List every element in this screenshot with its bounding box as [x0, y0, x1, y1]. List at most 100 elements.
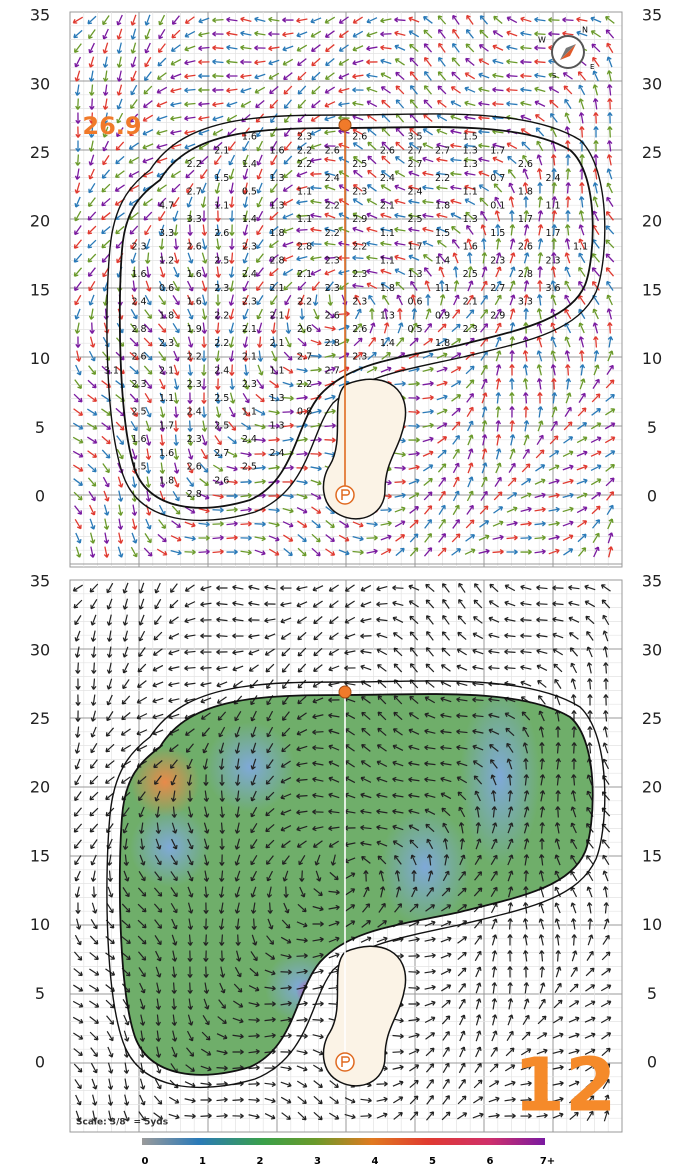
slope-arrow	[248, 1001, 260, 1008]
slope-arrow	[184, 633, 196, 640]
slope-arrow	[488, 1096, 500, 1103]
slope-arrow	[569, 1111, 579, 1120]
slope-arrow	[297, 1111, 307, 1121]
slope-arrow	[522, 336, 529, 348]
slope-arrow	[101, 253, 111, 263]
slope-arrow	[296, 616, 307, 624]
slope-arrow	[425, 294, 431, 306]
slope-arrow	[564, 350, 571, 362]
slope-value: 2.2	[297, 159, 312, 170]
slope-arrow	[324, 72, 335, 80]
slope-arrow	[324, 325, 336, 332]
slope-arrow	[203, 934, 209, 946]
slope-arrow	[523, 790, 530, 802]
slope-arrow	[504, 712, 516, 720]
slope-arrow	[457, 904, 467, 912]
slope-arrow	[488, 712, 500, 718]
slope-arrow	[138, 614, 145, 626]
slope-arrow	[138, 1111, 146, 1122]
slope-arrow	[345, 920, 356, 928]
slope-arrow	[509, 434, 516, 446]
slope-arrow	[536, 632, 548, 639]
slope-arrow	[440, 664, 451, 672]
slope-value: 2.5	[214, 255, 229, 266]
slope-arrow	[457, 791, 467, 801]
slope-arrow	[90, 694, 97, 706]
slope-arrow	[478, 100, 490, 107]
slope-arrow	[73, 408, 84, 416]
slope-arrow	[184, 115, 196, 122]
slope-arrow	[212, 507, 224, 513]
slope-arrow	[311, 85, 321, 95]
slope-arrow	[488, 616, 500, 623]
slope-arrow	[107, 886, 114, 898]
slope-arrow	[570, 966, 578, 977]
slope-arrow	[606, 42, 614, 54]
slope-arrow	[226, 73, 238, 79]
slope-arrow	[590, 30, 601, 38]
slope-arrow	[562, 534, 574, 542]
slope-arrow	[538, 934, 545, 946]
slope-arrow	[184, 129, 196, 136]
slope-arrow	[198, 129, 210, 136]
slope-arrow	[130, 546, 138, 558]
slope-value: 1.8	[435, 338, 450, 349]
slope-arrow	[422, 380, 434, 387]
slope-arrow	[268, 254, 279, 262]
slope-arrow	[408, 381, 420, 387]
slope-arrow	[170, 855, 178, 866]
slope-arrow	[606, 294, 613, 306]
slope-arrow	[493, 15, 503, 25]
slope-arrow	[551, 406, 558, 418]
slope-arrow	[442, 822, 450, 834]
slope-arrow	[240, 492, 252, 499]
slope-arrow	[74, 379, 82, 390]
slope-arrow	[296, 185, 308, 192]
slope-arrow	[142, 143, 154, 150]
slope-arrow	[159, 420, 166, 432]
slope-arrow	[121, 952, 131, 961]
slope-arrow	[268, 450, 280, 457]
slope-arrow	[522, 182, 529, 194]
slope-arrow	[75, 726, 81, 738]
slope-arrow	[506, 742, 514, 753]
slope-arrow	[144, 533, 152, 544]
slope-arrow	[234, 742, 241, 754]
slope-arrow	[571, 726, 577, 738]
slope-arrow	[283, 99, 292, 109]
slope-arrow	[440, 952, 452, 959]
slope-arrow	[296, 156, 308, 164]
slope-arrow	[571, 934, 577, 946]
slope-arrow	[338, 16, 349, 24]
slope-arrow	[393, 711, 403, 721]
slope-arrow	[368, 294, 376, 305]
slope-value: 1.8	[518, 187, 533, 198]
slope-arrow	[89, 518, 96, 530]
slope-arrow	[576, 436, 588, 444]
slope-arrow	[606, 168, 613, 180]
slope-arrow	[328, 681, 340, 688]
slope-arrow	[492, 58, 504, 65]
slope-arrow	[102, 463, 110, 474]
slope-arrow	[215, 210, 221, 222]
slope-arrow	[138, 806, 145, 818]
slope-value: 2.8	[297, 242, 312, 253]
slope-arrow	[392, 792, 404, 799]
slope-arrow	[218, 742, 225, 754]
slope-value: 1.6	[242, 132, 257, 143]
slope-arrow	[234, 838, 241, 850]
slope-arrow	[587, 678, 593, 690]
slope-arrow	[521, 711, 531, 721]
slope-arrow	[408, 212, 420, 219]
slope-arrow	[152, 648, 163, 656]
slope-value: 1.1	[435, 283, 450, 294]
slope-arrow	[75, 154, 81, 166]
slope-arrow	[267, 918, 274, 930]
scale-note: Scale: 3/8" = 5yds	[76, 1118, 168, 1128]
slope-arrow	[394, 870, 401, 882]
slope-arrow	[328, 648, 340, 656]
slope-arrow	[75, 140, 81, 152]
slope-arrow	[201, 727, 211, 737]
slope-arrow	[106, 1030, 114, 1042]
slope-arrow	[492, 534, 504, 541]
